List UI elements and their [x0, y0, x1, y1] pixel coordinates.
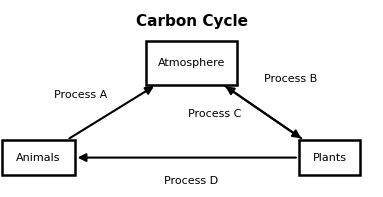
Text: Atmosphere: Atmosphere	[158, 58, 225, 68]
Text: Process C: Process C	[188, 109, 241, 119]
Text: Process D: Process D	[164, 176, 219, 186]
Text: Carbon Cycle: Carbon Cycle	[136, 14, 247, 29]
Text: Process B: Process B	[264, 74, 318, 84]
FancyBboxPatch shape	[146, 41, 237, 85]
Text: Plants: Plants	[313, 153, 346, 163]
Text: Animals: Animals	[16, 153, 61, 163]
FancyBboxPatch shape	[2, 140, 75, 175]
FancyBboxPatch shape	[299, 140, 360, 175]
Text: Process A: Process A	[54, 90, 107, 99]
